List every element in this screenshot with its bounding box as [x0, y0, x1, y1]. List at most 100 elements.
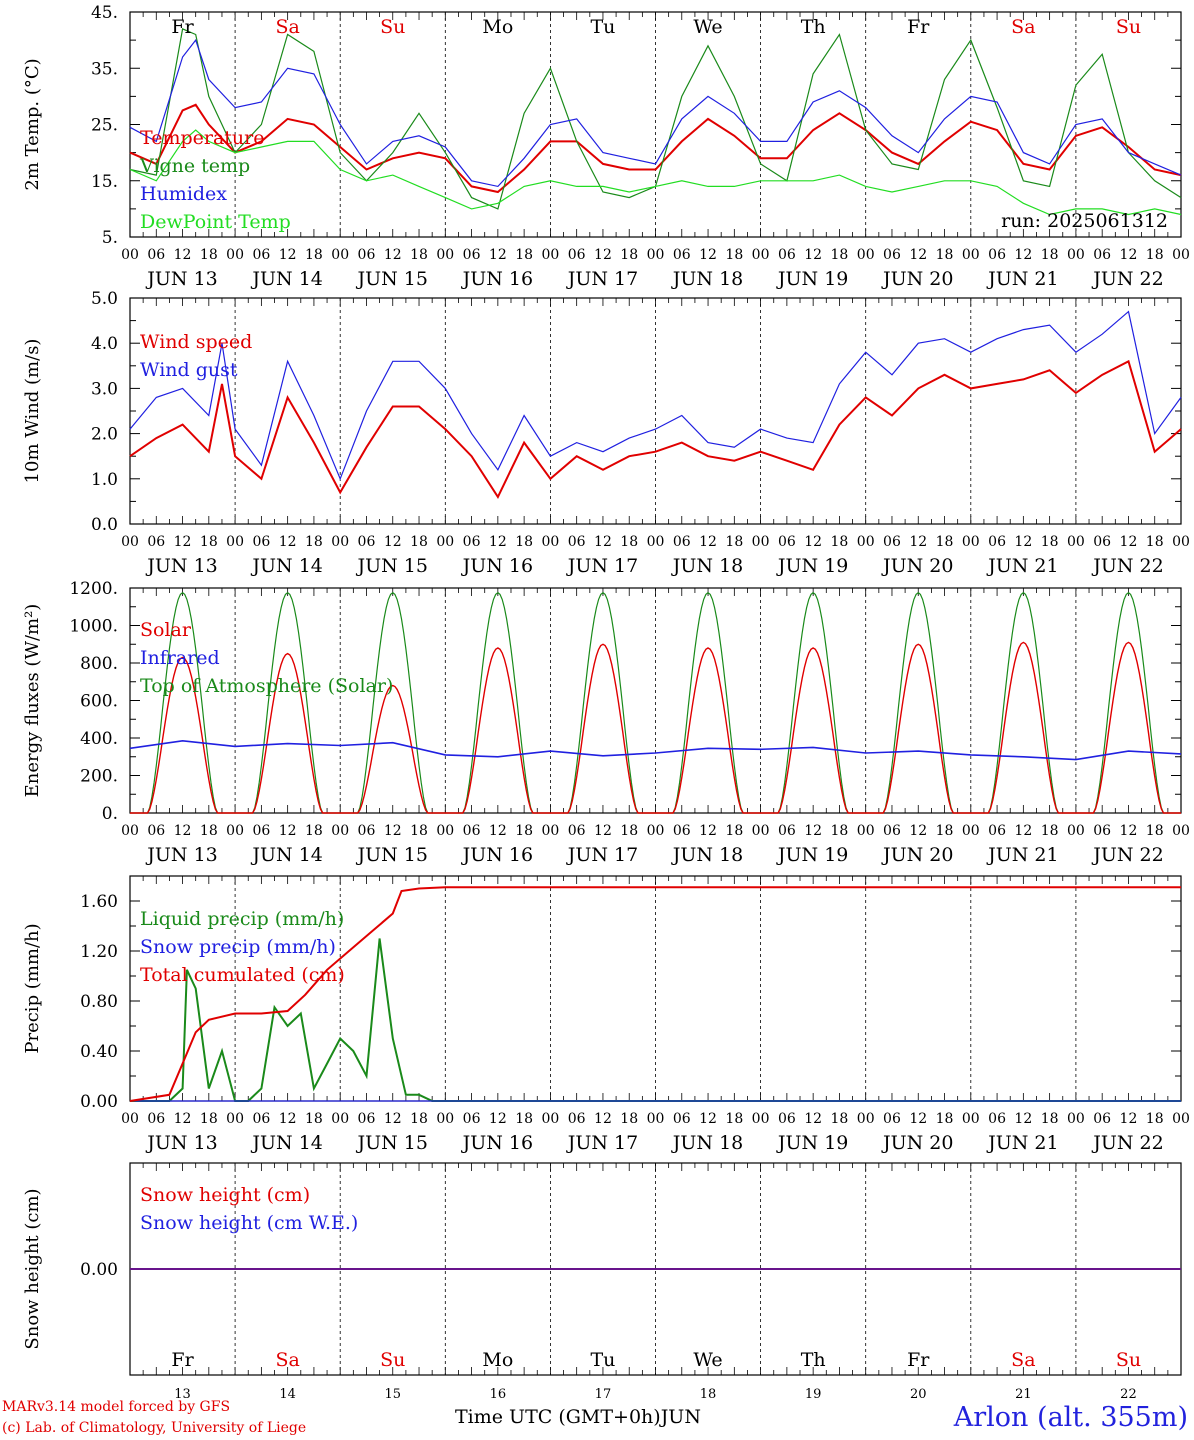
- hour-tick-label: 06: [568, 247, 586, 263]
- hour-tick-label: 00: [226, 534, 244, 550]
- hour-tick-label: 18: [410, 823, 428, 839]
- run-label: run: 2025061312: [1001, 210, 1168, 232]
- legend-entry: Snow height (cm): [140, 1184, 310, 1206]
- hour-tick-label: 06: [1093, 534, 1111, 550]
- series-line: [129, 103, 1182, 194]
- hour-tick-label: 12: [384, 534, 402, 550]
- hour-tick-label: 18: [410, 1111, 428, 1127]
- legend-entry: Humidex: [140, 183, 227, 205]
- hour-tick-label: 00: [647, 534, 665, 550]
- hour-tick-label: 00: [752, 534, 770, 550]
- date-label: JUN 22: [1091, 844, 1163, 866]
- hour-tick-label: 12: [1120, 534, 1138, 550]
- day-number-label: 19: [805, 1387, 822, 1402]
- hour-tick-label: 06: [778, 247, 796, 263]
- date-label: JUN 13: [145, 1132, 217, 1154]
- weekday-label-bottom: Mo: [482, 1349, 513, 1371]
- y-tick-label: 15.: [91, 172, 118, 192]
- hour-tick-label: 06: [988, 534, 1006, 550]
- weekday-label-bottom: Tu: [590, 1349, 615, 1371]
- weekday-label-bottom: Th: [801, 1349, 826, 1371]
- date-label: JUN 18: [671, 268, 743, 290]
- weekday-label: Su: [1116, 16, 1141, 38]
- date-label: JUN 19: [776, 1132, 848, 1154]
- day-number-label: 18: [700, 1387, 717, 1402]
- date-label: JUN 21: [986, 844, 1058, 866]
- hour-tick-label: 12: [279, 534, 297, 550]
- hour-tick-label: 12: [279, 823, 297, 839]
- y-tick-label: 200.: [80, 767, 118, 787]
- weekday-label: We: [693, 16, 722, 38]
- hour-tick-label: 00: [436, 823, 454, 839]
- date-label: JUN 19: [776, 555, 848, 577]
- hour-tick-label: 12: [489, 247, 507, 263]
- date-label: JUN 15: [356, 844, 428, 866]
- hour-tick-label: 00: [1172, 247, 1190, 263]
- hour-tick-label: 18: [200, 1111, 218, 1127]
- y-axis-label: Energy fluxes (W/m²): [22, 604, 43, 798]
- weekday-label: Fr: [907, 16, 930, 38]
- hour-tick-label: 06: [673, 823, 691, 839]
- y-tick-label: 4.0: [91, 334, 118, 354]
- hour-tick-label: 18: [1041, 823, 1059, 839]
- hour-tick-label: 18: [725, 823, 743, 839]
- day-number-label: 14: [279, 1387, 296, 1402]
- hour-tick-label: 00: [857, 534, 875, 550]
- hour-tick-label: 00: [226, 1111, 244, 1127]
- model-credit: MARv3.14 model forced by GFS: [2, 1399, 231, 1415]
- date-label: JUN 14: [250, 268, 322, 290]
- weekday-label-bottom: Su: [1116, 1349, 1141, 1371]
- hour-tick-label: 12: [1014, 247, 1032, 263]
- series-line: [129, 886, 1181, 1102]
- hour-tick-label: 00: [752, 247, 770, 263]
- hour-tick-label: 18: [831, 247, 849, 263]
- date-label: JUN 16: [461, 268, 533, 290]
- hour-tick-label: 18: [515, 823, 533, 839]
- hour-tick-label: 12: [594, 247, 612, 263]
- hour-tick-label: 06: [252, 823, 270, 839]
- hour-tick-label: 12: [174, 1111, 192, 1127]
- hour-tick-label: 18: [936, 1111, 954, 1127]
- weekday-label-bottom: Fr: [907, 1349, 930, 1371]
- legend-entry: Top of Atmosphere (Solar): [140, 675, 393, 697]
- hour-tick-label: 00: [541, 534, 559, 550]
- date-label: JUN 19: [776, 268, 848, 290]
- hour-tick-label: 00: [541, 823, 559, 839]
- hour-tick-label: 06: [673, 247, 691, 263]
- hour-tick-label: 12: [279, 1111, 297, 1127]
- y-tick-label: 400.: [80, 729, 118, 749]
- hour-tick-label: 18: [620, 1111, 638, 1127]
- hour-tick-label: 00: [541, 1111, 559, 1127]
- weekday-label-bottom: We: [693, 1349, 722, 1371]
- legend-entry: Infrared: [140, 647, 220, 669]
- y-tick-label: 1200.: [69, 579, 118, 599]
- hour-tick-label: 00: [541, 247, 559, 263]
- hour-tick-label: 06: [252, 1111, 270, 1127]
- hour-tick-label: 18: [620, 534, 638, 550]
- hour-tick-label: 12: [489, 534, 507, 550]
- y-tick-label: 1.0: [91, 470, 118, 490]
- hour-tick-label: 00: [121, 1111, 139, 1127]
- hour-tick-label: 12: [1120, 1111, 1138, 1127]
- hour-tick-label: 06: [988, 823, 1006, 839]
- day-number-label: 21: [1015, 1387, 1032, 1402]
- weekday-label-bottom: Sa: [275, 1349, 299, 1371]
- date-label: JUN 14: [250, 1132, 322, 1154]
- hour-tick-label: 12: [804, 534, 822, 550]
- y-tick-label: 45.: [91, 3, 118, 23]
- hour-tick-label: 06: [1093, 1111, 1111, 1127]
- hour-tick-label: 18: [620, 247, 638, 263]
- date-label: JUN 16: [461, 1132, 533, 1154]
- hour-tick-label: 00: [436, 534, 454, 550]
- hour-tick-label: 12: [909, 823, 927, 839]
- legend-entry: Vigne temp: [139, 155, 250, 177]
- date-label: JUN 19: [776, 844, 848, 866]
- hour-tick-label: 12: [909, 247, 927, 263]
- hour-tick-label: 12: [594, 1111, 612, 1127]
- legend-entry: Total cumulated (cm): [140, 964, 345, 986]
- hour-tick-label: 12: [279, 247, 297, 263]
- legend-entry: Snow height (cm W.E.): [140, 1212, 358, 1234]
- legend-entry: Liquid precip (mm/h): [140, 908, 344, 930]
- hour-tick-label: 18: [725, 1111, 743, 1127]
